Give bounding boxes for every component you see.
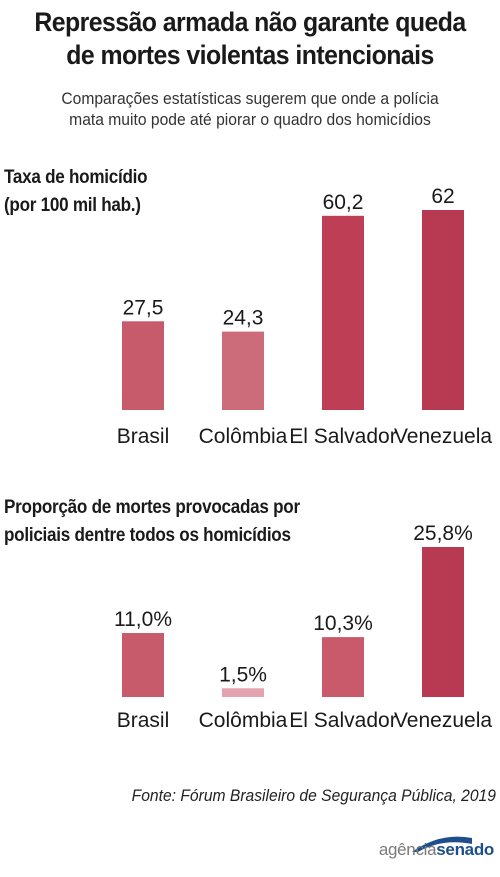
chart2-bar-2 (322, 637, 364, 697)
chart2-category-label-0: Brasil (117, 709, 170, 732)
chart1-title-line-2: (por 100 mil hab.) (4, 195, 141, 216)
chart2-title-line-1: Proporção de mortes provocadas por (4, 497, 300, 518)
chart2-value-label-2: 10,3% (313, 612, 373, 635)
chart1-value-label-3: 62 (431, 185, 454, 208)
chart1-value-label-2: 60,2 (323, 191, 364, 214)
source-note: Fonte: Fórum Brasileiro de Segurança Púb… (131, 786, 496, 805)
logo-part-1: agência (378, 840, 437, 859)
logo-part-2: senado (436, 840, 494, 859)
chart1-category-label-0: Brasil (117, 425, 170, 448)
chart2-title-line-2: policiais dentre todos os homicídios (4, 525, 291, 546)
chart1-category-label-3: Venezuela (394, 425, 492, 448)
title-line-1: Repressão armada não garante queda (34, 7, 466, 37)
chart1-bar-0 (122, 321, 164, 410)
chart2-category-label-3: Venezuela (394, 709, 492, 732)
chart2-value-label-3: 25,8% (413, 522, 473, 545)
chart2-bar-0 (122, 633, 164, 697)
chart1-title: Taxa de homicídio (por 100 mil hab.) (4, 164, 148, 220)
chart2-category-label-1: Colômbia (199, 709, 288, 732)
agencia-senado-logo: agênciasenado (354, 830, 494, 866)
chart-title: Repressão armada não garante queda de mo… (20, 6, 480, 72)
chart1-category-label-1: Colômbia (199, 425, 288, 448)
chart2-value-label-1: 1,5% (219, 663, 267, 686)
subtitle-line-1: Comparações estatísticas sugerem que ond… (61, 89, 439, 108)
chart2-category-label-2: El Salvador (289, 709, 396, 732)
chart1-title-line-1: Taxa de homicídio (4, 167, 148, 188)
chart2-bar-3 (422, 547, 464, 697)
chart1-bar-2 (322, 215, 364, 410)
chart-subtitle: Comparações estatísticas sugerem que ond… (20, 88, 480, 130)
chart1-bar-3 (422, 210, 464, 410)
chart2-bar-1 (222, 688, 264, 697)
chart2-title: Proporção de mortes provocadas por polic… (4, 494, 300, 550)
subtitle-line-2: mata muito pode até piorar o quadro dos … (69, 110, 431, 129)
chart2-value-label-0: 11,0% (114, 608, 172, 631)
chart1-category-label-2: El Salvador (289, 425, 396, 448)
logo-wordmark: agênciasenado (379, 840, 494, 860)
chart1-value-label-1: 24,3 (223, 307, 264, 330)
chart1-bar-1 (222, 331, 264, 410)
title-line-2: de mortes violentas intencionais (66, 40, 434, 70)
chart1-value-label-0: 27,5 (123, 296, 164, 319)
logo-arc-icon (412, 836, 472, 852)
